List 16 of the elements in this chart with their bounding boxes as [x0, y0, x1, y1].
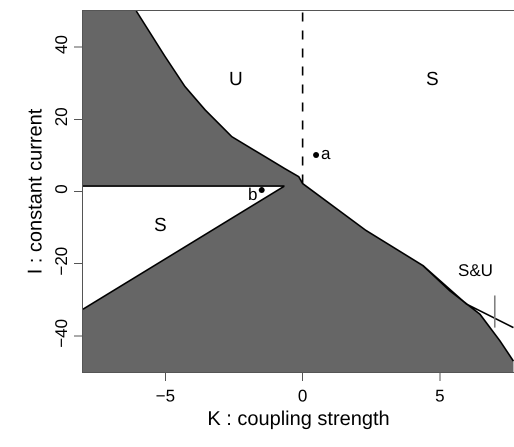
y-tick-label: 40: [52, 35, 72, 54]
annotation: S: [426, 69, 439, 90]
x-axis-title: K : coupling strength: [207, 408, 390, 430]
y-tick-label: −20: [52, 246, 72, 276]
annotation: S&U: [458, 261, 493, 280]
x-tick-label: −5: [156, 386, 176, 406]
annotation: S: [154, 215, 167, 236]
y-tick-label: 0: [52, 184, 72, 194]
annotation: a: [321, 144, 331, 163]
y-tick-label: 20: [52, 107, 72, 126]
y-tick-label: −40: [52, 318, 72, 348]
annotation: U: [229, 69, 243, 90]
annotation: b: [248, 185, 258, 204]
x-tick-label: 5: [435, 386, 445, 406]
y-axis-title: I : constant current: [24, 108, 47, 274]
x-tick-label: 0: [298, 386, 308, 406]
